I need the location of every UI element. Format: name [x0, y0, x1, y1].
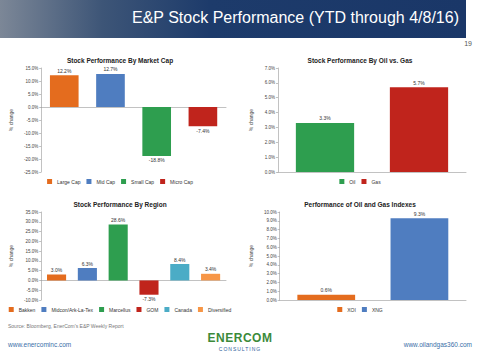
svg-text:GOM: GOM — [146, 307, 158, 313]
svg-text:0.0%: 0.0% — [266, 298, 276, 303]
svg-text:Marcellus: Marcellus — [109, 307, 131, 313]
svg-text:-7.4%: -7.4% — [196, 128, 210, 134]
svg-text:10.0%: 10.0% — [25, 258, 38, 263]
svg-text:Oil: Oil — [349, 179, 355, 185]
svg-text:5.0%: 5.0% — [266, 254, 276, 259]
svg-text:0.0%: 0.0% — [28, 278, 38, 283]
svg-text:7.0%: 7.0% — [266, 236, 276, 241]
svg-text:7.0%: 7.0% — [265, 66, 275, 71]
svg-text:Small Cap: Small Cap — [131, 179, 154, 185]
svg-text:Bakken: Bakken — [19, 307, 36, 313]
html-text:Source: Bloomberg, EnerCom's E: Source: Bloomberg, EnerCom's E&P Weekly … — [8, 323, 124, 329]
svg-text:10.0%: 10.0% — [25, 79, 38, 84]
svg-text:30.0%: 30.0% — [25, 219, 38, 224]
svg-text:XNG: XNG — [372, 307, 383, 313]
svg-text:1.0%: 1.0% — [266, 289, 276, 294]
svg-text:-20.0%: -20.0% — [24, 157, 38, 162]
svg-text:6.0%: 6.0% — [265, 80, 275, 85]
svg-text:-10.0%: -10.0% — [24, 298, 38, 303]
svg-text:3.0%: 3.0% — [51, 267, 63, 273]
svg-text:Stock Performance By Oil vs. G: Stock Performance By Oil vs. Gas — [308, 57, 413, 65]
svg-text:4.0%: 4.0% — [266, 262, 276, 267]
svg-text:3.0%: 3.0% — [266, 271, 276, 276]
svg-text:25.0%: 25.0% — [25, 229, 38, 234]
svg-text:XOI: XOI — [347, 307, 356, 313]
svg-text:0.6%: 0.6% — [321, 287, 333, 293]
svg-text:15.0%: 15.0% — [25, 66, 38, 71]
svg-text:5.0%: 5.0% — [28, 268, 38, 273]
svg-text:8.4%: 8.4% — [174, 257, 186, 263]
svg-text:3.0%: 3.0% — [265, 125, 275, 130]
svg-text:5.7%: 5.7% — [413, 80, 425, 86]
svg-text:Gas: Gas — [371, 179, 381, 185]
html-text:E&P Stock Performance (YTD thr: E&P Stock Performance (YTD through 4/8/1… — [132, 9, 459, 26]
svg-text:3.4%: 3.4% — [205, 266, 217, 272]
svg-text:Stock Performance By Market Ca: Stock Performance By Market Cap — [67, 57, 173, 65]
svg-text:15.0%: 15.0% — [25, 249, 38, 254]
svg-text:% change: % change — [248, 245, 254, 267]
svg-text:Diversified: Diversified — [208, 307, 232, 313]
svg-text:Midcon/Ark-La-Tex: Midcon/Ark-La-Tex — [51, 307, 93, 313]
svg-text:12.2%: 12.2% — [57, 68, 72, 74]
svg-text:Performance of Oil and Gas Ind: Performance of Oil and Gas Indexes — [304, 201, 416, 208]
html-text:ENERCOM: ENERCOM — [207, 331, 273, 345]
svg-text:Mid Cap: Mid Cap — [96, 179, 115, 185]
html-text:CONSULTING: CONSULTING — [218, 346, 262, 352]
svg-text:5.0%: 5.0% — [28, 92, 38, 97]
svg-text:2.0%: 2.0% — [266, 280, 276, 285]
svg-text:6.3%: 6.3% — [82, 261, 94, 267]
svg-text:-5.0%: -5.0% — [26, 288, 38, 293]
svg-text:Canada: Canada — [174, 307, 192, 313]
svg-text:Stock Performance By Region: Stock Performance By Region — [73, 201, 166, 209]
svg-text:2.0%: 2.0% — [265, 140, 275, 145]
html-text:www.oilandgas360.com: www.oilandgas360.com — [403, 341, 472, 348]
svg-text:5.0%: 5.0% — [265, 95, 275, 100]
html-text:19: 19 — [464, 40, 472, 47]
svg-text:% change: % change — [8, 109, 14, 131]
svg-text:0.0%: 0.0% — [28, 105, 38, 110]
svg-text:% change: % change — [8, 245, 14, 267]
svg-text:9.0%: 9.0% — [266, 218, 276, 223]
svg-text:% change: % change — [248, 109, 254, 131]
svg-text:20.0%: 20.0% — [25, 239, 38, 244]
svg-text:-10.0%: -10.0% — [24, 131, 38, 136]
svg-text:-18.8%: -18.8% — [149, 157, 165, 163]
svg-text:-15.0%: -15.0% — [24, 144, 38, 149]
svg-text:4.0%: 4.0% — [265, 110, 275, 115]
svg-text:35.0%: 35.0% — [25, 210, 38, 215]
svg-text:12.7%: 12.7% — [103, 66, 118, 72]
svg-text:28.6%: 28.6% — [111, 217, 126, 223]
svg-text:1.0%: 1.0% — [265, 155, 275, 160]
svg-text:Large Cap: Large Cap — [57, 179, 81, 185]
svg-text:9.3%: 9.3% — [414, 211, 426, 217]
svg-text:-25.0%: -25.0% — [24, 170, 38, 175]
svg-text:8.0%: 8.0% — [266, 227, 276, 232]
svg-text:-7.3%: -7.3% — [142, 296, 156, 302]
svg-text:6.0%: 6.0% — [266, 245, 276, 250]
svg-text:Micro Cap: Micro Cap — [170, 179, 193, 185]
svg-text:10.0%: 10.0% — [264, 210, 277, 215]
svg-text:0.0%: 0.0% — [265, 170, 275, 175]
html-text:www.enercominc.com: www.enercominc.com — [8, 341, 72, 348]
svg-text:-5.0%: -5.0% — [26, 118, 38, 123]
svg-text:3.3%: 3.3% — [319, 115, 331, 121]
